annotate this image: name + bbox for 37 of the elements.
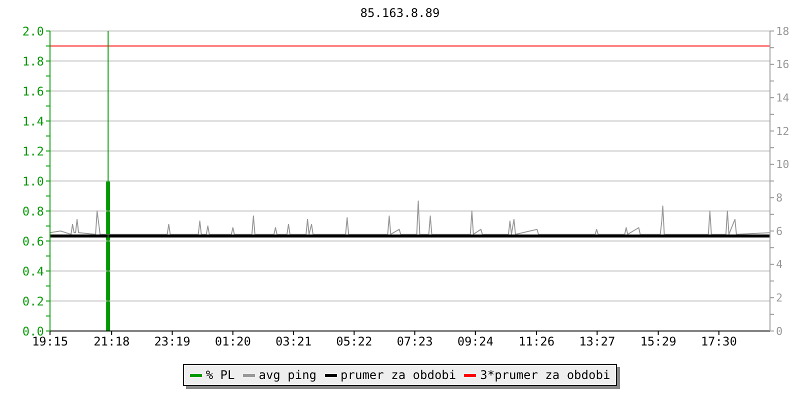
y-tick-label: 1.2 [22, 144, 44, 158]
y-tick-label: 0.4 [22, 264, 44, 278]
chart-title: 85.163.8.89 [359, 6, 441, 22]
x-tick-label: 17:30 [700, 334, 737, 349]
x-tick-label: 15:29 [640, 334, 676, 349]
y-tick-label: 0.8 [22, 204, 44, 218]
x-tick-label: 11:26 [518, 334, 555, 349]
x-tick-label: 23:19 [154, 334, 190, 349]
x-tick-label: 09:24 [457, 334, 494, 349]
y-tick-label: 1.6 [22, 84, 44, 98]
legend-label: prumer za obdobi [340, 368, 456, 382]
y2-tick-label: 18 [776, 24, 790, 38]
legend-label: 3*prumer za obdobi [480, 368, 610, 382]
y2-tick-label: 14 [776, 92, 790, 105]
x-tick-label: 07:23 [396, 334, 433, 349]
y2-tick-label: 8 [776, 192, 783, 205]
legend-label: avg ping [258, 368, 317, 382]
y2-tick-label: 10 [776, 158, 790, 172]
y-tick-label: 1.4 [22, 114, 44, 128]
x-tick-label: 01:20 [214, 334, 251, 349]
y2-tick-label: 16 [776, 58, 790, 72]
y2-tick-label: 0 [776, 324, 783, 338]
y2-tick-label: 12 [776, 124, 790, 138]
x-tick-label: 13:27 [579, 334, 616, 349]
x-tick-label: 19:15 [32, 334, 68, 349]
y-tick-label: 2.0 [22, 24, 44, 38]
x-tick-label: 05:22 [336, 334, 372, 349]
y-tick-label: 0.6 [22, 234, 44, 248]
y2-tick-label: 2 [776, 292, 783, 305]
x-tick-label: 03:21 [275, 334, 312, 349]
x-tick-label: 21:18 [94, 334, 130, 349]
y-tick-label: 1.0 [22, 174, 44, 188]
y-tick-label: 0.2 [22, 294, 44, 308]
y2-tick-label: 4 [776, 258, 783, 272]
legend-label: % PL [206, 368, 235, 382]
y2-tick-label: 6 [776, 224, 783, 238]
y-tick-label: 1.8 [22, 54, 44, 68]
